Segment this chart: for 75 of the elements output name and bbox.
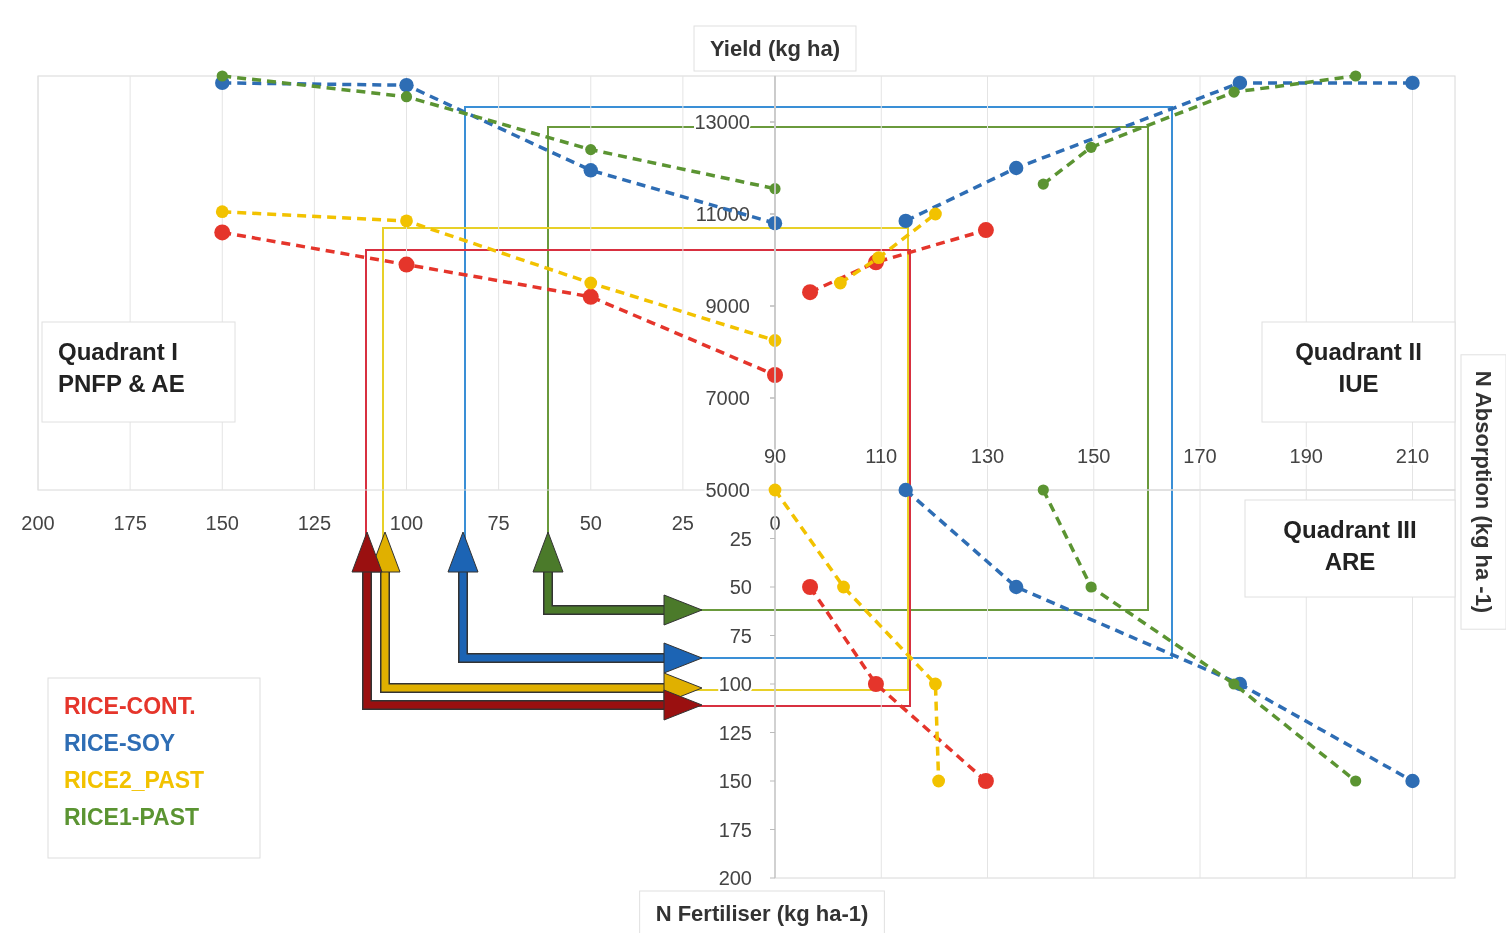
point (214, 224, 231, 241)
point (898, 213, 913, 229)
y-tick-label: 5000 (705, 479, 750, 501)
point (929, 207, 942, 221)
point (1350, 70, 1362, 82)
y-tick-label: 200 (718, 867, 752, 889)
x-tick-label: 50 (579, 512, 602, 534)
x-tick-label: 90 (763, 445, 787, 467)
annotation: Quadrant III ARE (1283, 516, 1417, 576)
x-tick-label: 0 (769, 512, 781, 534)
point (1232, 75, 1248, 91)
point (1405, 773, 1420, 789)
point (977, 773, 994, 789)
point (215, 205, 229, 219)
point (1085, 141, 1097, 153)
x-tick-label: 110 (865, 445, 898, 467)
text: RICE1-PAST (64, 804, 200, 830)
point (584, 276, 598, 290)
y-tick-label: 11000 (695, 203, 750, 225)
point (400, 91, 413, 103)
point (398, 256, 415, 273)
point (400, 214, 413, 228)
point (1405, 75, 1420, 91)
annotation: Quadrant II IUE (1295, 338, 1422, 398)
y-tick-label: 125 (718, 721, 752, 744)
x-tick-label: 150 (1077, 445, 1111, 467)
point (802, 579, 819, 595)
annotation: Quadrant I PNFP & AE (58, 338, 185, 398)
point (867, 676, 884, 692)
y-tick-label: 175 (718, 818, 752, 841)
text: RICE-CONT. (64, 693, 196, 719)
y-tick-label: 9000 (705, 295, 750, 317)
point (216, 70, 228, 82)
point (977, 222, 994, 239)
point (833, 276, 847, 290)
x-tick-label: 200 (21, 512, 55, 534)
point (1008, 160, 1024, 176)
point (585, 144, 597, 156)
x-tick-label: 125 (297, 512, 332, 534)
point (802, 284, 819, 301)
x-tick-label: 175 (113, 512, 147, 534)
point (1228, 678, 1240, 690)
point (768, 483, 782, 497)
point (898, 482, 913, 498)
point (399, 78, 414, 93)
point (872, 251, 885, 265)
point (1085, 581, 1097, 593)
x-tick-label: 210 (1395, 445, 1430, 467)
point (583, 163, 598, 178)
point (1008, 579, 1024, 595)
x-tick-label: 130 (970, 445, 1005, 467)
y-axis-title: Yield (kg ha) (710, 36, 840, 61)
text: RICE-SOY (64, 730, 176, 756)
y-tick-label: 25 (729, 527, 752, 550)
y-axis-title: N Fertiliser (kg ha-1) (655, 901, 869, 926)
point (1037, 484, 1049, 496)
x-tick-label: 170 (1183, 445, 1217, 467)
point (1350, 775, 1362, 787)
point (929, 677, 942, 691)
point (1037, 178, 1049, 190)
point (1228, 86, 1240, 98)
x-tick-label: 190 (1289, 445, 1323, 467)
x-tick-label: 25 (671, 512, 694, 534)
x-tick-label: 150 (205, 512, 239, 534)
y-tick-label: 150 (718, 770, 752, 792)
y-tick-label: 7000 (705, 387, 750, 409)
y-tick-label: 50 (729, 576, 752, 598)
text: RICE2_PAST (64, 767, 205, 793)
x-tick-label: 100 (389, 512, 424, 534)
point (932, 774, 946, 788)
text: N Absorption (kg ha -1) (1471, 370, 1496, 614)
point (837, 580, 850, 594)
y-tick-label: 75 (729, 624, 752, 647)
x-tick-label: 75 (487, 512, 510, 534)
point (582, 288, 599, 305)
